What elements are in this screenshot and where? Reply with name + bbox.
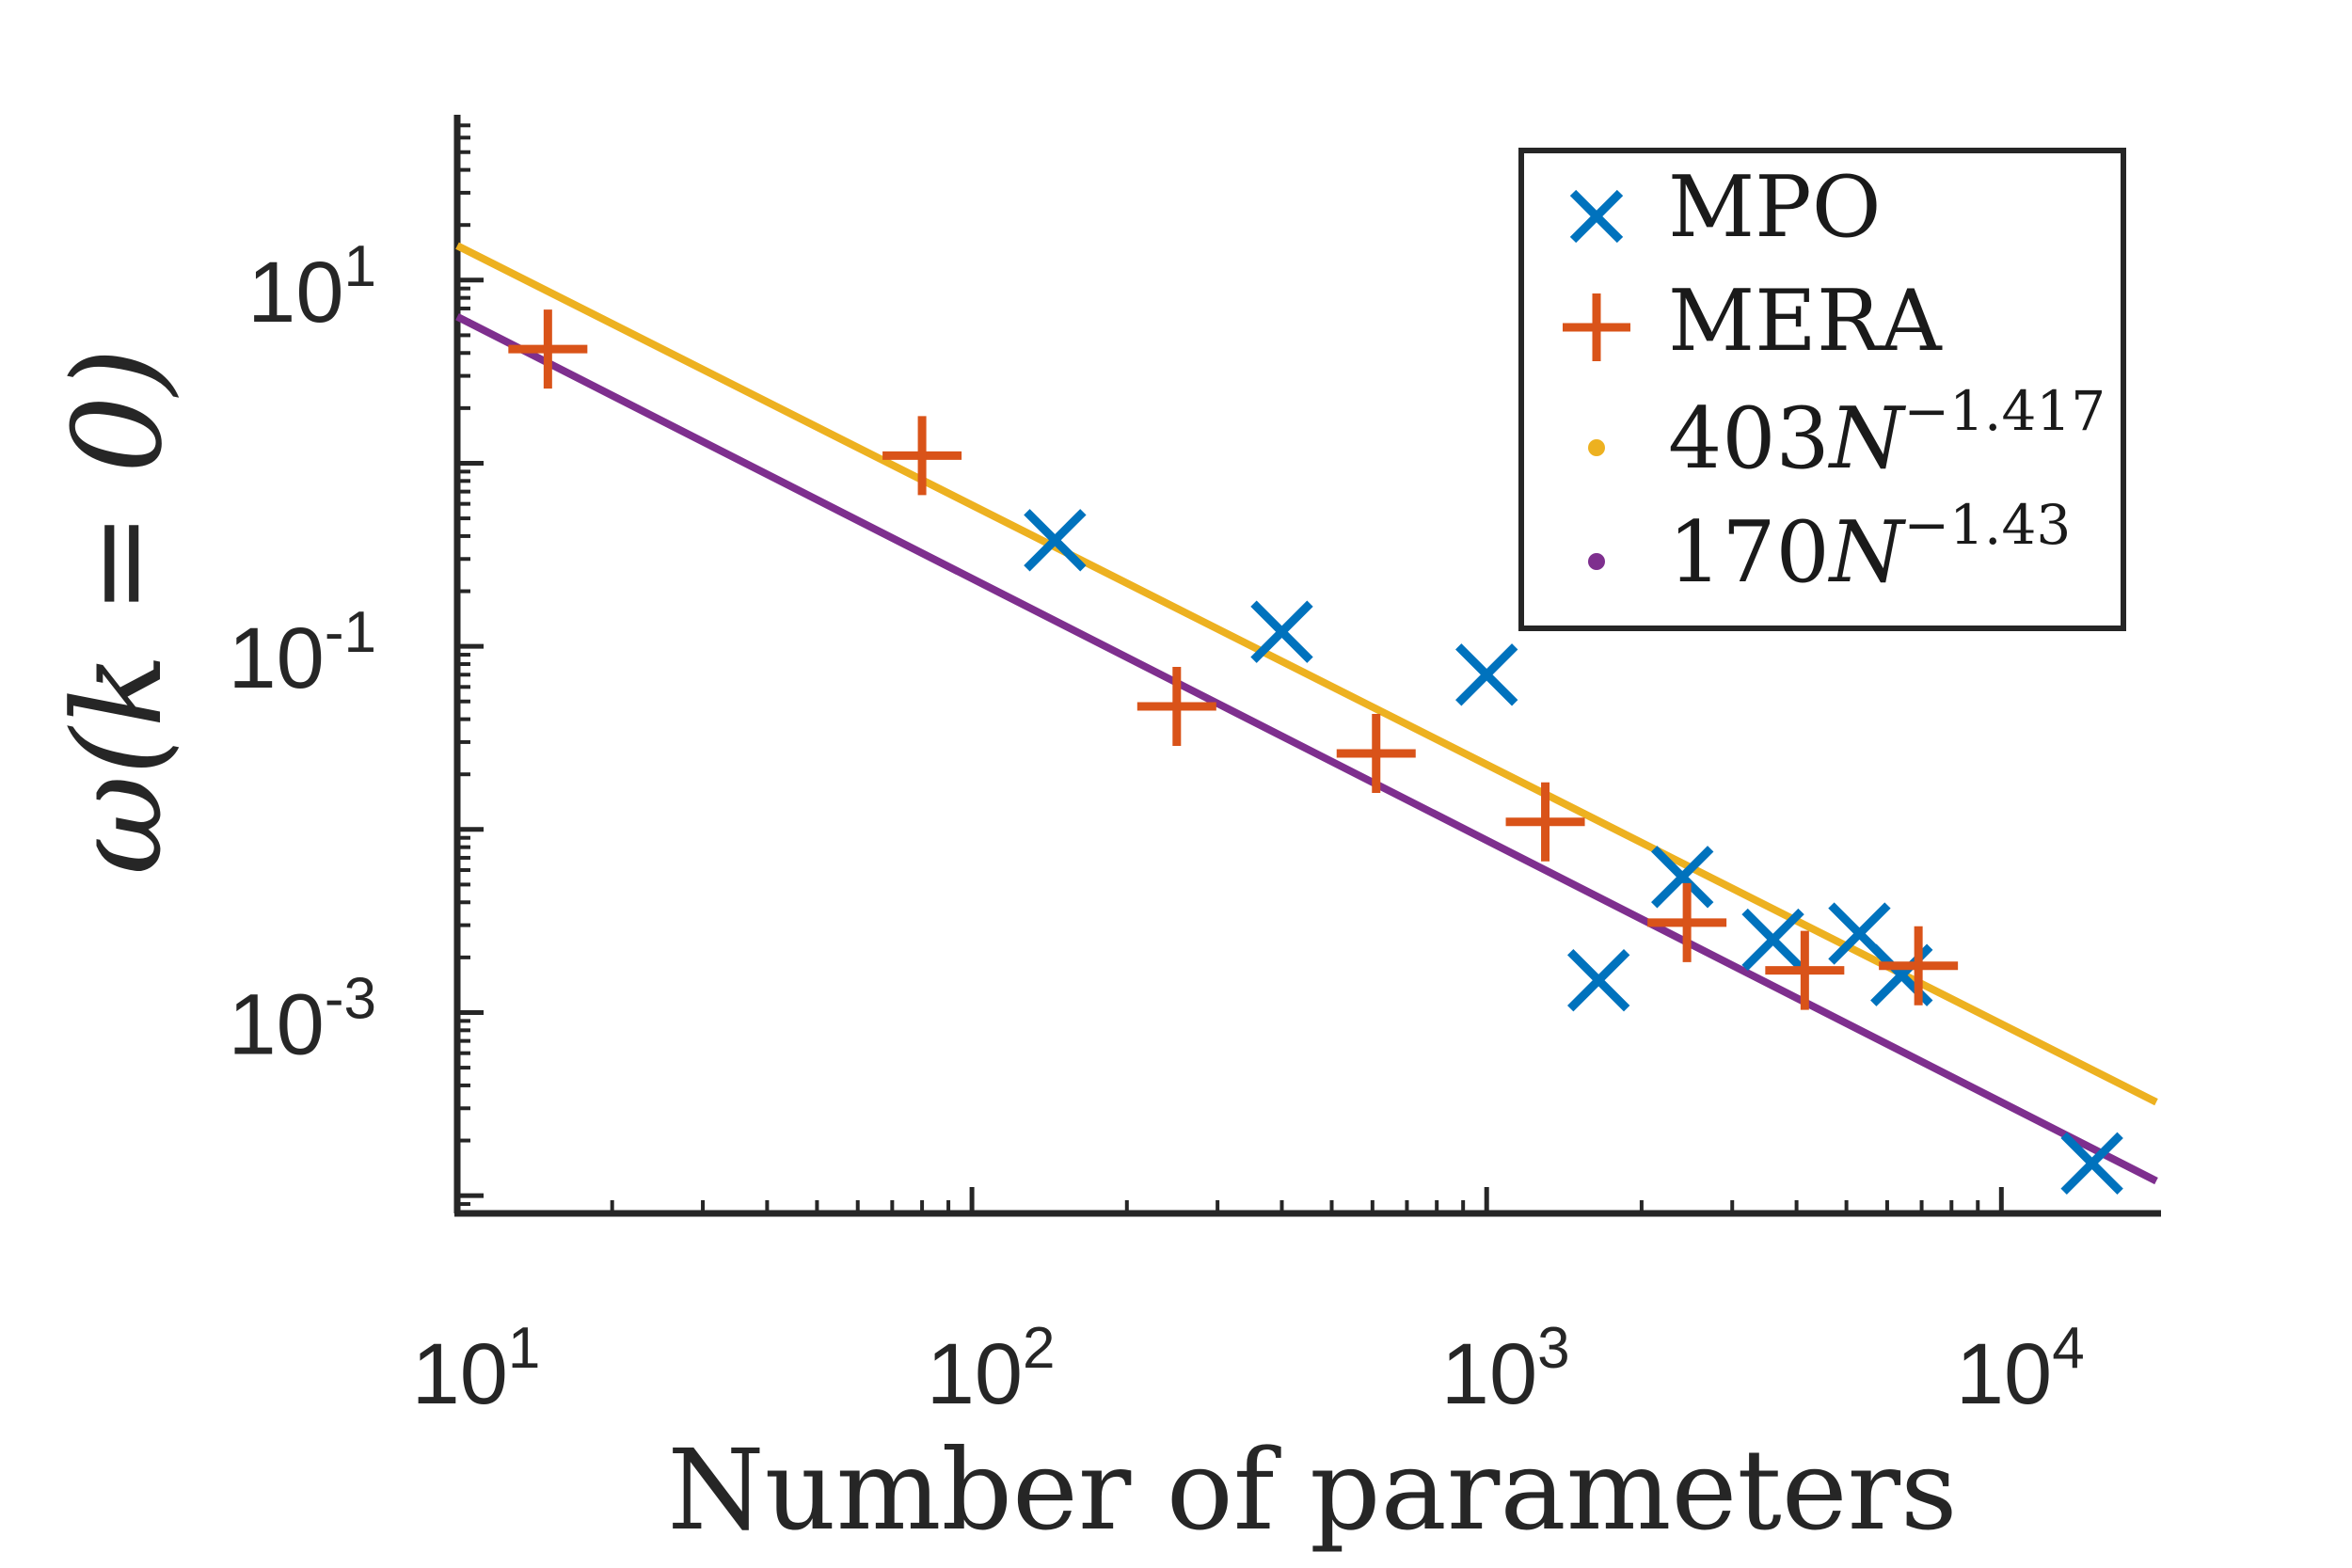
y-tick-labels: 101 10-1 10-3 bbox=[229, 234, 376, 1073]
mera-point bbox=[508, 309, 588, 389]
legend-mera-label: MERA bbox=[1668, 272, 1943, 371]
major-ticks bbox=[454, 277, 2004, 1213]
mera-point bbox=[1879, 926, 1959, 1006]
x-tick-label-10^3: 103 bbox=[1441, 1316, 1570, 1422]
legend-entry-mpo: MPO bbox=[1569, 158, 1882, 257]
legend-box bbox=[1518, 148, 2126, 631]
minor-ticks bbox=[457, 123, 1980, 1213]
legend-mpo-marker bbox=[1569, 189, 1624, 244]
x-tick-label-10^1: 101 bbox=[412, 1316, 541, 1422]
mpo-point bbox=[1651, 846, 1714, 909]
legend-mera-marker bbox=[1563, 293, 1630, 361]
mpo-point bbox=[1250, 600, 1313, 663]
fit-line-403 bbox=[455, 242, 2158, 1106]
legend-fit-403-marker bbox=[1588, 439, 1605, 456]
legend: MPO MERA 403N−1.417 170N−1.43 bbox=[1518, 148, 2126, 631]
x-tick-labels: 101 102 103 104 bbox=[412, 1316, 2085, 1422]
mpo-point bbox=[1741, 908, 1804, 972]
legend-fit-170-label: 170N−1.43 bbox=[1668, 493, 2071, 602]
x-axis-title: Number of parameters bbox=[667, 1425, 1957, 1555]
mera-point bbox=[1136, 666, 1216, 746]
mpo-point bbox=[1024, 509, 1087, 572]
y-axis-title: ω(k = 0) bbox=[46, 348, 189, 876]
legend-entry-fit-403: 403N−1.417 bbox=[1588, 379, 2106, 488]
data-markers bbox=[508, 309, 2123, 1196]
mera-point bbox=[882, 416, 962, 496]
legend-fit-170-marker bbox=[1588, 553, 1605, 570]
mera-point bbox=[1765, 930, 1845, 1010]
mpo-point bbox=[1455, 643, 1518, 706]
legend-mpo-symbol bbox=[1569, 189, 1624, 244]
mpo-point bbox=[2060, 1132, 2123, 1196]
mera-point bbox=[1647, 882, 1727, 962]
legend-entry-mera: MERA bbox=[1563, 272, 1943, 371]
y-tick-label-10^-1: 10-1 bbox=[229, 600, 376, 706]
x-tick-label-10^4: 104 bbox=[1956, 1316, 2085, 1422]
fit-line-170 bbox=[455, 313, 2158, 1185]
mera-point bbox=[1505, 782, 1585, 862]
y-tick-label-10^1: 101 bbox=[247, 234, 376, 341]
mera-point bbox=[1336, 714, 1416, 794]
y-tick-label-10^-3: 10-3 bbox=[229, 966, 376, 1072]
legend-mera-symbol bbox=[1563, 293, 1630, 361]
legend-entry-fit-170: 170N−1.43 bbox=[1588, 493, 2071, 602]
legend-fit-403-label: 403N−1.417 bbox=[1668, 379, 2106, 488]
x-tick-label-10^2: 102 bbox=[927, 1316, 1056, 1422]
mpo-point bbox=[1567, 949, 1630, 1012]
legend-mpo-label: MPO bbox=[1668, 158, 1882, 257]
